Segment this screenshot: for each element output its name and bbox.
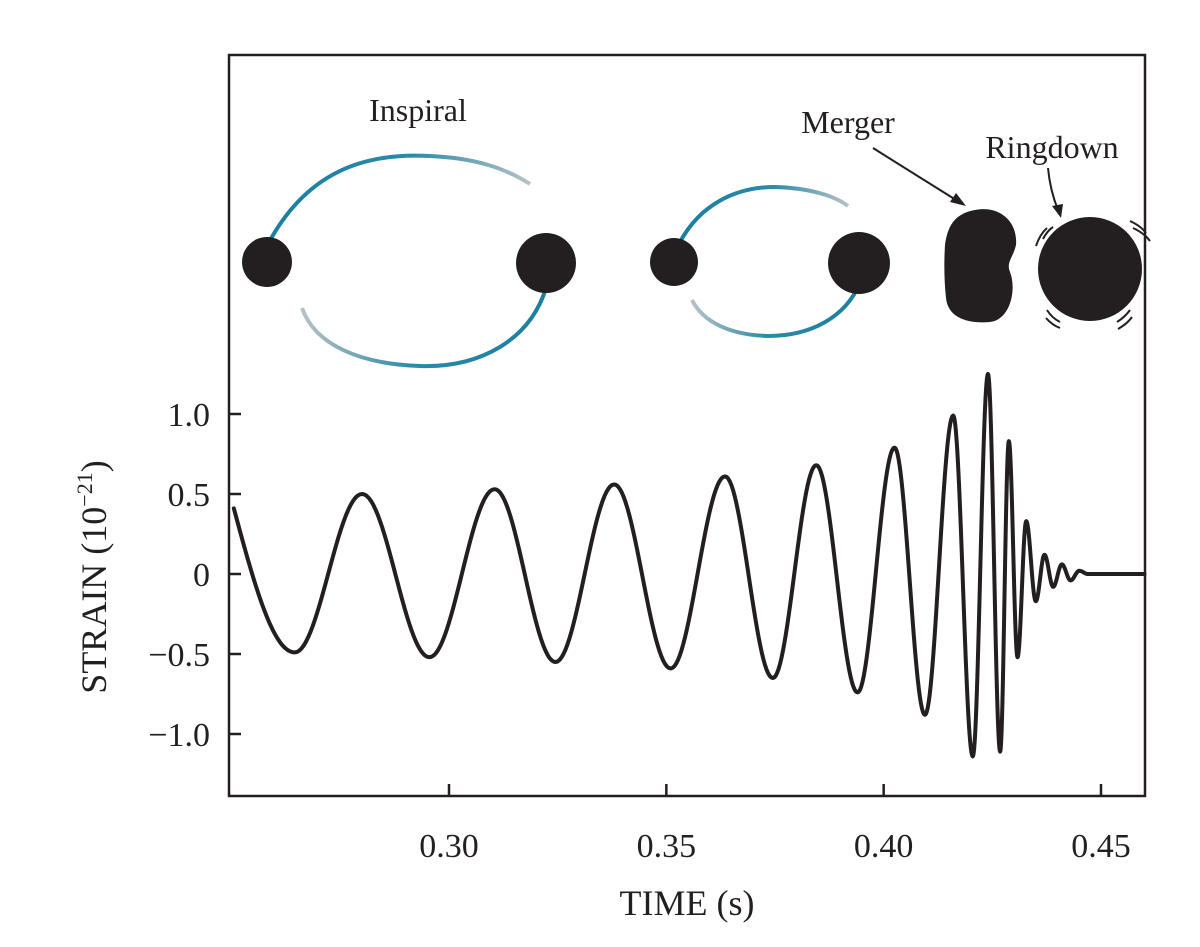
y-axis-title-exponent: −21 <box>72 472 97 506</box>
orbit-arc-upper <box>678 184 850 243</box>
y-tick-label: 0.5 <box>168 477 211 514</box>
y-tick-label: 0 <box>193 557 210 594</box>
y-axis-title-close: ) <box>74 460 114 472</box>
ringdown-arrow <box>1047 167 1063 218</box>
x-axis-title: TIME (s) <box>620 883 755 923</box>
orbit-arc-upper <box>266 153 532 245</box>
final-black-hole <box>1038 217 1142 321</box>
black-hole-small <box>242 237 292 287</box>
x-axis-ticks: 0.30 0.35 0.40 0.45 <box>419 784 1131 865</box>
y-axis-title-base: STRAIN (10 <box>74 507 114 694</box>
inspiral-label: Inspiral <box>369 92 467 128</box>
black-hole-large <box>828 232 890 294</box>
inspiral-orbit-illustration <box>242 153 576 369</box>
late-inspiral-orbit-illustration <box>650 184 890 339</box>
orbit-arc-lower <box>300 287 548 369</box>
orbit-arc-lower <box>690 282 862 339</box>
merger-arrow <box>872 147 966 206</box>
merging-black-hole <box>944 209 1017 323</box>
ringdown-illustration <box>1035 217 1151 330</box>
plot-frame <box>227 53 1147 798</box>
x-tick-label: 0.35 <box>637 828 697 865</box>
y-axis-ticks: 1.0 0.5 0 −0.5 −1.0 <box>148 397 241 754</box>
x-tick-label: 0.40 <box>854 828 914 865</box>
y-tick-label: −0.5 <box>148 637 210 674</box>
merger-illustration <box>944 209 1017 323</box>
ringdown-label: Ringdown <box>985 129 1118 165</box>
y-axis-title: STRAIN (10−21) <box>72 460 114 693</box>
y-tick-label: −1.0 <box>148 717 210 754</box>
merger-label: Merger <box>801 104 895 140</box>
black-hole-large <box>516 233 576 293</box>
black-hole-small <box>650 238 698 286</box>
strain-waveform-line <box>231 372 1147 759</box>
x-tick-label: 0.45 <box>1071 828 1131 865</box>
x-tick-label: 0.30 <box>419 828 479 865</box>
y-tick-label: 1.0 <box>168 397 211 434</box>
